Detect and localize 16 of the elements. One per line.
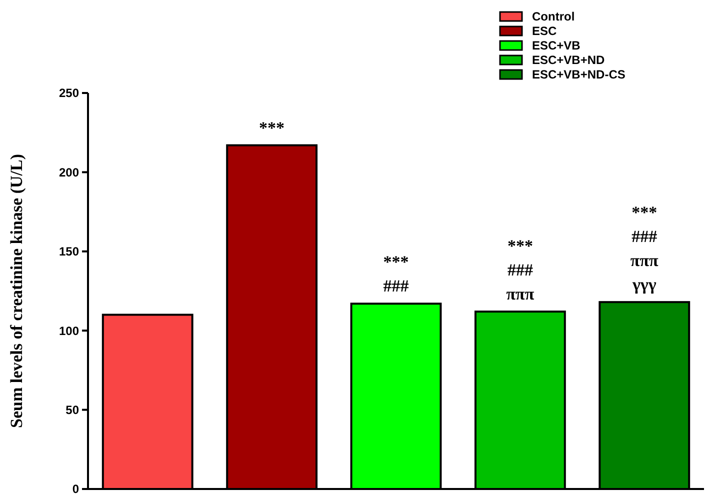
y-tick-label: 250 — [58, 86, 80, 100]
legend-label: ESC+VB — [532, 38, 581, 53]
legend-label: Control — [532, 10, 575, 24]
data-label: *** — [259, 118, 285, 138]
y-tick-label: 100 — [58, 324, 80, 338]
y-tick-label: 150 — [58, 244, 80, 259]
y-axis-title: Seum levels of creatinine kinase (U/L) — [7, 154, 26, 428]
y-tick-label: 200 — [58, 165, 80, 180]
y-tick-label: 50 — [66, 403, 80, 417]
data-label: *** ### πππ γγγ — [630, 203, 660, 294]
y-tick-label: 0 — [72, 482, 80, 496]
legend-label: ESC+VB+ND — [532, 53, 606, 68]
data-label: *** ### — [383, 252, 410, 296]
legend-label: ESC — [532, 24, 558, 38]
data-label: *** ### πππ — [506, 236, 535, 304]
legend-label: ESC+VB+ND-CS — [532, 68, 626, 82]
